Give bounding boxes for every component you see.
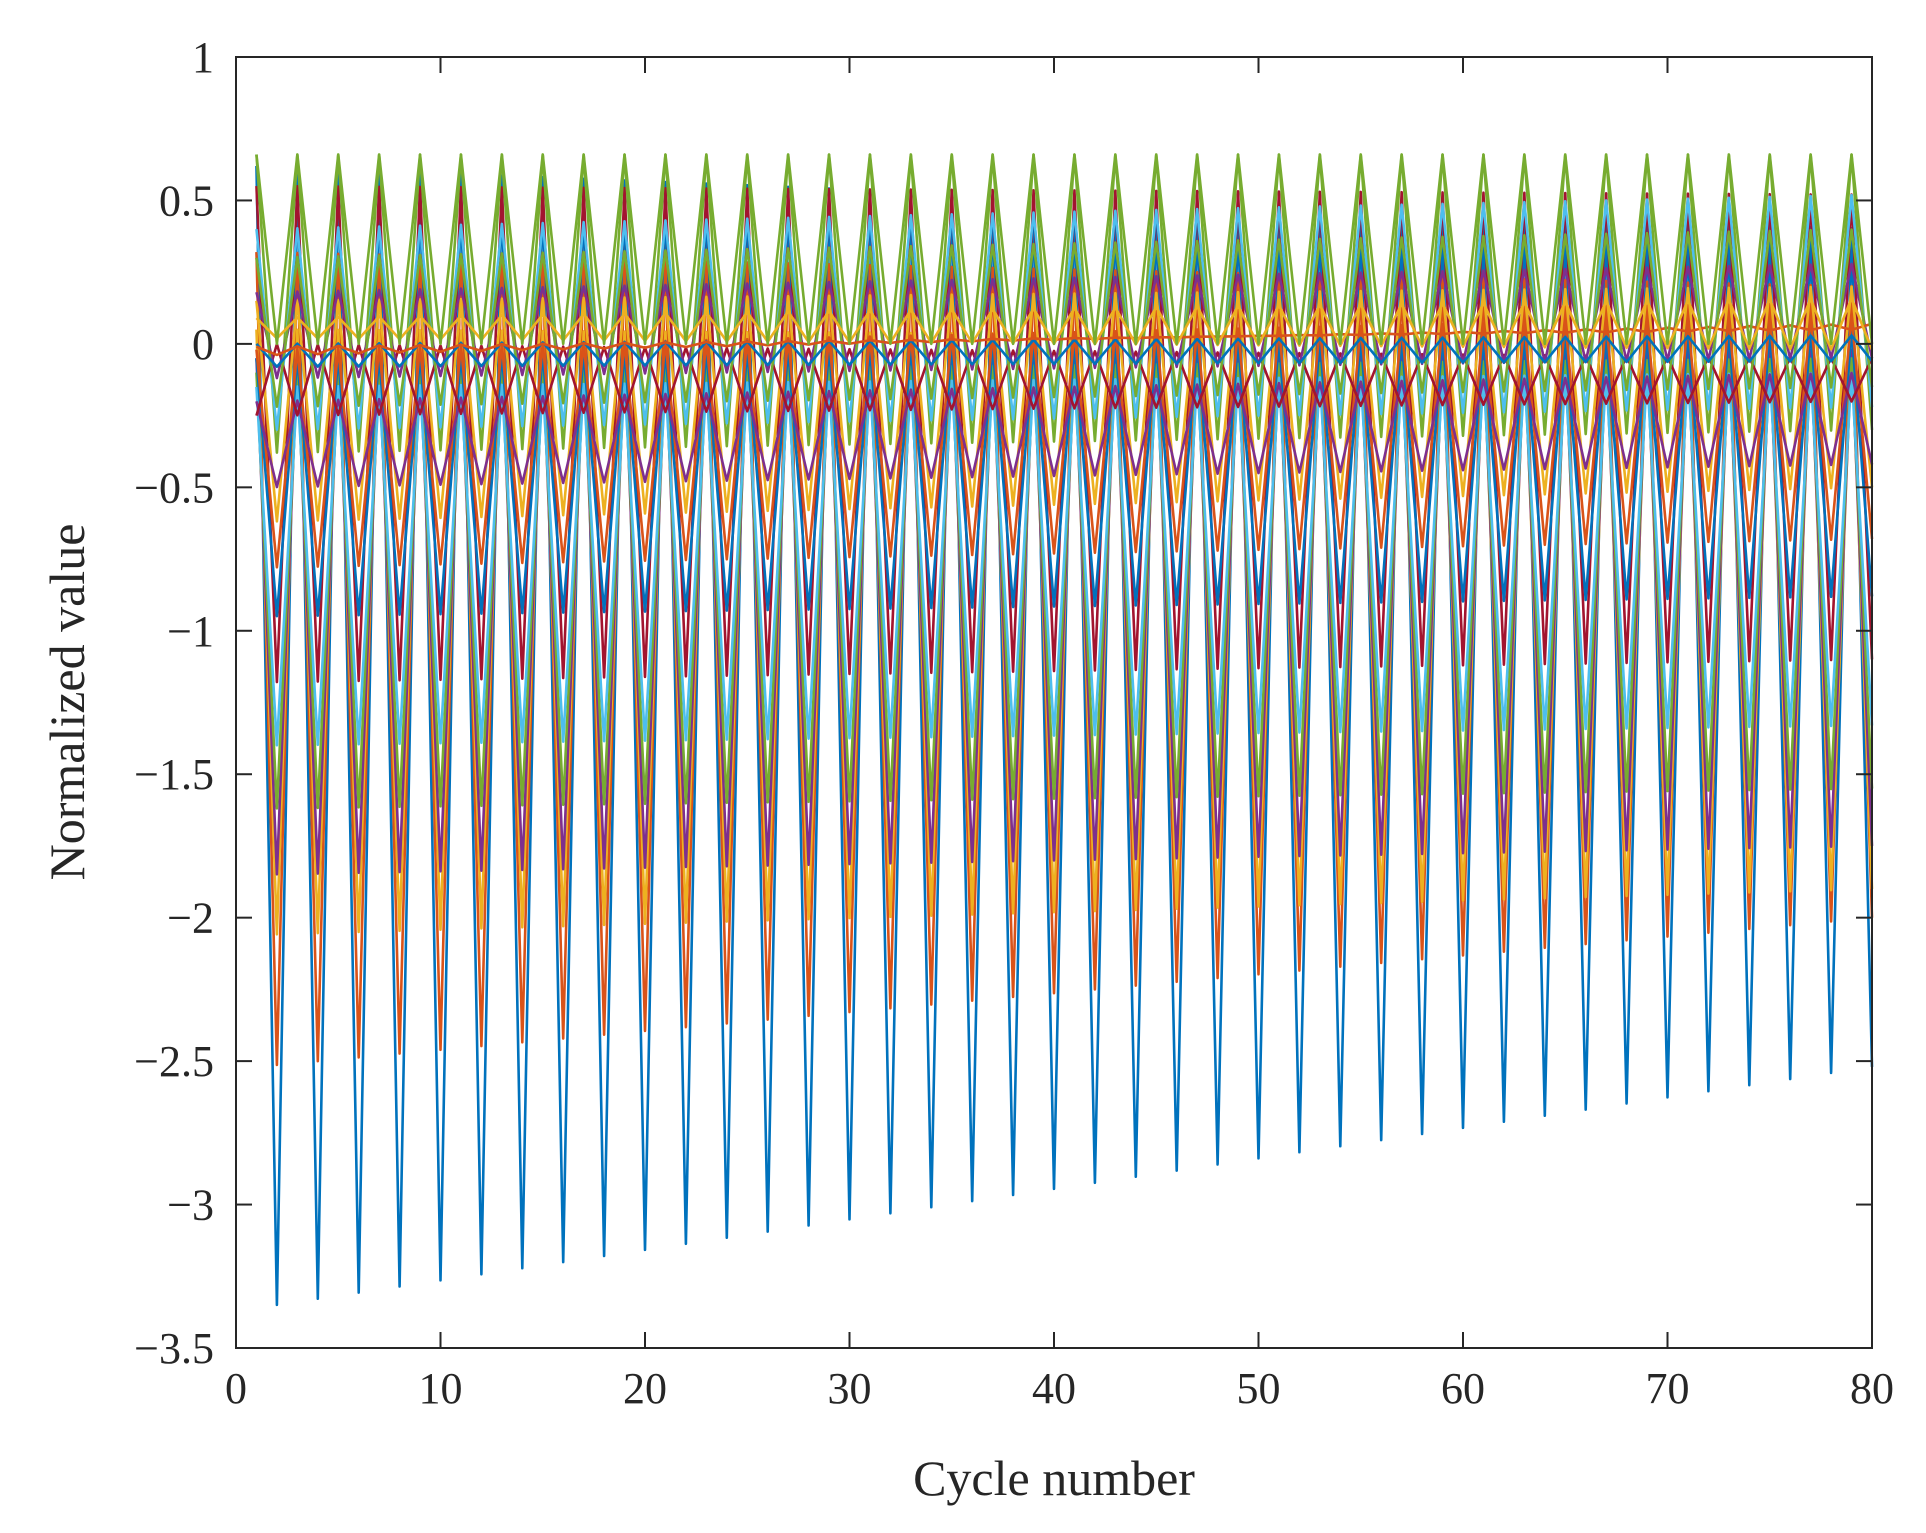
series-line-s17	[255, 334, 1874, 369]
y-tick-label: 0.5	[159, 176, 214, 225]
series-line-s10	[255, 285, 1874, 523]
series-line-s16	[255, 228, 1874, 409]
x-axis-label: Cycle number	[913, 1450, 1195, 1506]
series-line-s18	[255, 322, 1873, 357]
y-tick-label: 1	[192, 33, 214, 82]
y-tick-label: 0	[192, 320, 214, 369]
y-tick-label: −0.5	[134, 463, 214, 512]
y-axis-label: Normalized value	[39, 524, 95, 881]
x-tick-label: 50	[1237, 1364, 1281, 1413]
x-tick-label: 60	[1441, 1364, 1485, 1413]
y-tick-label: −3	[167, 1181, 214, 1230]
tick-layer	[235, 56, 1873, 1349]
series-line-s19	[255, 296, 1874, 351]
x-tick-label: 40	[1032, 1364, 1076, 1413]
y-tick-label: −1.5	[134, 750, 214, 799]
series-line-s9	[255, 314, 1874, 569]
series-layer	[255, 153, 1874, 1307]
y-tick-label: −3.5	[134, 1324, 214, 1373]
x-tick-label: 70	[1646, 1364, 1690, 1413]
y-tick-label: −2.5	[134, 1037, 214, 1086]
series-line-s6	[255, 371, 1874, 747]
x-tick-label: 20	[623, 1364, 667, 1413]
x-tick-label: 30	[828, 1364, 872, 1413]
x-tick-label: 10	[419, 1364, 463, 1413]
y-tick-label: −1	[167, 607, 214, 656]
x-tick-label: 80	[1850, 1364, 1894, 1413]
series-line-s20	[255, 153, 1874, 346]
x-tick-label: 0	[225, 1364, 247, 1413]
tick-label-layer: 0 10 20 30 40 50 60 70 80−3.5−3−2.5−2−1.5−1−0.50…	[134, 33, 1894, 1413]
series-line-s8	[255, 328, 1874, 618]
y-tick-label: −2	[167, 894, 214, 943]
